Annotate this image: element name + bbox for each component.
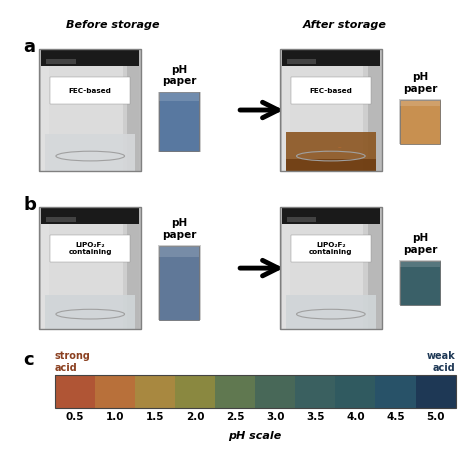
Bar <box>159 92 200 151</box>
Bar <box>255 375 295 408</box>
Bar <box>290 64 363 171</box>
Text: pH scale: pH scale <box>228 431 282 441</box>
Text: LiPO₂F₂
containing: LiPO₂F₂ containing <box>69 242 112 255</box>
Ellipse shape <box>338 147 342 148</box>
Bar <box>291 236 371 262</box>
Bar <box>282 208 380 225</box>
Bar <box>41 208 139 328</box>
Bar <box>41 49 139 171</box>
Bar <box>286 132 376 171</box>
Bar <box>46 217 75 222</box>
Bar <box>400 261 440 267</box>
Text: a: a <box>23 37 36 55</box>
Bar <box>295 375 335 408</box>
Text: c: c <box>23 351 34 369</box>
Text: 4.5: 4.5 <box>386 412 405 422</box>
Bar <box>158 92 201 152</box>
Bar <box>399 260 441 305</box>
Bar <box>280 207 382 329</box>
Text: 3.5: 3.5 <box>306 412 325 422</box>
Bar <box>286 159 376 171</box>
Bar <box>175 375 215 408</box>
Text: pH
paper: pH paper <box>162 65 197 86</box>
Bar <box>159 246 200 257</box>
Bar <box>291 77 371 104</box>
Bar <box>400 261 440 305</box>
Bar <box>280 49 382 171</box>
Bar <box>50 77 130 104</box>
Bar <box>39 207 141 329</box>
Bar <box>135 375 175 408</box>
Bar <box>282 208 380 328</box>
Text: LiPO₂F₂
containing: LiPO₂F₂ containing <box>309 242 353 255</box>
Text: 1.0: 1.0 <box>106 412 124 422</box>
Bar <box>215 375 255 408</box>
Bar <box>399 99 441 145</box>
Bar <box>41 49 139 66</box>
Bar <box>368 222 380 328</box>
Text: b: b <box>23 196 36 214</box>
Bar <box>400 100 440 144</box>
Bar <box>158 246 201 320</box>
Ellipse shape <box>324 151 329 152</box>
Text: weak
acid: weak acid <box>427 351 456 373</box>
Text: 4.0: 4.0 <box>346 412 365 422</box>
Bar <box>368 64 380 171</box>
Text: FEC-based: FEC-based <box>69 88 112 94</box>
Bar <box>128 64 139 171</box>
Bar <box>50 236 130 262</box>
Text: 2.0: 2.0 <box>186 412 204 422</box>
Bar <box>287 217 316 222</box>
Bar <box>290 222 363 328</box>
Bar <box>41 64 49 171</box>
Bar <box>286 295 376 328</box>
Bar <box>400 100 440 106</box>
Bar <box>49 222 123 328</box>
Bar <box>280 49 382 171</box>
Text: 2.5: 2.5 <box>226 412 244 422</box>
Bar <box>39 207 141 329</box>
Bar <box>128 222 139 328</box>
Bar <box>95 375 135 408</box>
Bar <box>280 207 382 329</box>
Bar <box>287 59 316 64</box>
Text: 5.0: 5.0 <box>426 412 445 422</box>
Bar <box>282 64 290 171</box>
Bar <box>39 49 141 171</box>
Bar <box>49 64 123 171</box>
Text: strong
acid: strong acid <box>55 351 91 373</box>
Text: pH
paper: pH paper <box>403 233 437 255</box>
Bar <box>41 222 49 328</box>
Bar <box>39 49 141 171</box>
Bar <box>282 49 380 66</box>
Text: Before storage: Before storage <box>66 20 159 30</box>
Bar <box>282 49 380 171</box>
Bar <box>282 222 290 328</box>
Bar <box>159 92 200 101</box>
Text: 0.5: 0.5 <box>65 412 84 422</box>
Text: pH
paper: pH paper <box>162 219 197 240</box>
Bar <box>46 59 75 64</box>
Bar <box>45 295 136 328</box>
Bar <box>416 375 456 408</box>
Bar <box>41 208 139 225</box>
Text: pH
paper: pH paper <box>403 72 437 94</box>
Bar <box>55 375 456 408</box>
Bar <box>55 375 95 408</box>
Bar <box>45 134 136 171</box>
Text: After storage: After storage <box>302 20 386 30</box>
Bar <box>335 375 375 408</box>
Text: 3.0: 3.0 <box>266 412 284 422</box>
Text: 1.5: 1.5 <box>146 412 164 422</box>
Text: FEC-based: FEC-based <box>310 88 352 94</box>
Bar <box>375 375 416 408</box>
Bar <box>159 246 200 320</box>
